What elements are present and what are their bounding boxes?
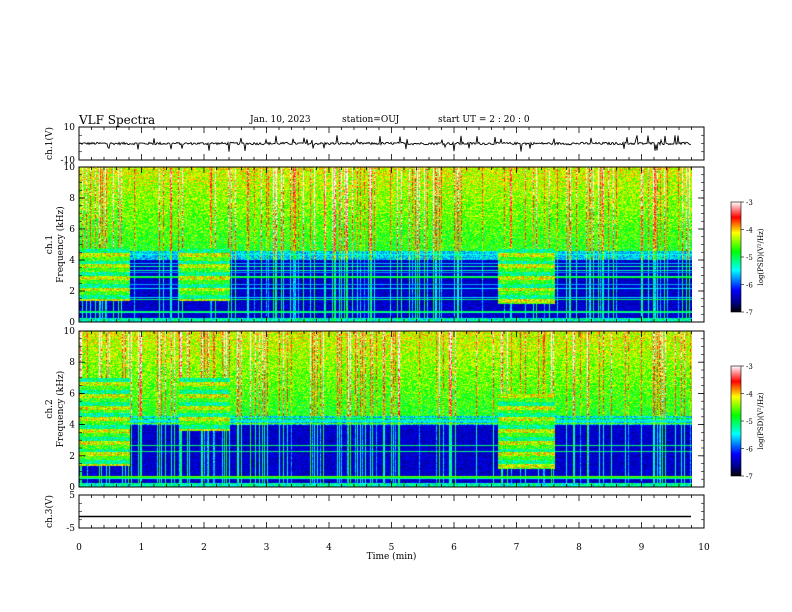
y-tick-label: 6	[69, 225, 75, 235]
x-tick-label: 2	[201, 543, 207, 553]
ch1-waveform-trace	[78, 135, 692, 152]
y-axis-label: ch.1(V)	[44, 127, 55, 160]
y-tick-label: 4	[69, 256, 75, 266]
y-axis-label: ch.3(V)	[44, 495, 55, 528]
colorbar-tick-label: -6	[746, 282, 753, 290]
y-tick-label: 5	[69, 491, 75, 501]
y-axis-label: ch.2	[45, 399, 55, 418]
start-time-label: start UT = 2 : 20 : 0	[438, 115, 530, 125]
y-axis-label: ch.1	[45, 235, 55, 254]
x-tick-label: 4	[326, 543, 332, 553]
x-tick-label: 9	[639, 543, 645, 553]
x-tick-label: 1	[139, 543, 145, 553]
y-tick-label: 4	[69, 421, 75, 431]
y-tick-label: -10	[61, 156, 76, 166]
ch2-colorbar: -3 -4 -5 -6 -7 log(PSD)(V²/Hz)	[730, 363, 765, 481]
x-tick-label: 0	[76, 543, 82, 553]
y-tick-label: 2	[69, 452, 75, 462]
y-tick-label: 8	[69, 194, 75, 204]
y-tick-label: -5	[66, 524, 75, 534]
colorbar-tick-label: -3	[746, 363, 753, 371]
ch1-waveform-panel: ch.1(V) 10 -10	[44, 123, 705, 166]
ch3-waveform-panel: ch.3(V) 5 -5	[44, 491, 705, 534]
y-tick-label: 10	[64, 123, 76, 133]
station-label: station=OUJ	[342, 115, 400, 125]
colorbar-tick-label: -5	[746, 418, 753, 426]
colorbar-tick-label: -4	[746, 227, 753, 235]
y-tick-label: 0	[69, 318, 75, 328]
y-tick-label: 6	[69, 389, 75, 399]
x-tick-label: 10	[698, 543, 710, 553]
x-tick-label: 8	[576, 543, 582, 553]
x-tick-label: 3	[264, 543, 270, 553]
colorbar-tick-label: -4	[746, 391, 753, 399]
x-tick-label: 7	[514, 543, 520, 553]
y-tick-label: 2	[69, 287, 75, 297]
y-axis-label: Frequency (kHz)	[55, 206, 66, 283]
ch2-spectrogram-image	[79, 331, 692, 487]
colorbar-label: log(PSD)(V²/Hz)	[757, 228, 765, 285]
colorbar-tick-label: -7	[746, 473, 753, 481]
time-axis: 0 1 2 3 4 5 6 7 8 9 10 Time (min)	[76, 543, 710, 562]
y-tick-label: 0	[69, 483, 75, 493]
colorbar-gradient	[730, 201, 742, 313]
ch1-spectrogram-panel: ch.1 Frequency (kHz) 0 2 4 6 8 10	[45, 163, 705, 328]
colorbar-tick-label: -6	[746, 446, 753, 454]
ch1-spectrogram-image	[79, 167, 692, 322]
colorbar-tick-label: -5	[746, 254, 753, 262]
x-tick-label: 5	[389, 543, 395, 553]
y-tick-label: 10	[64, 327, 76, 337]
colorbar-gradient	[730, 365, 742, 477]
y-tick-label: 10	[64, 163, 76, 173]
chart-title: VLF Spectra	[79, 113, 156, 127]
ch1-colorbar: -3 -4 -5 -6 -7 log(PSD)(V²/Hz)	[730, 199, 765, 317]
x-axis-label: Time (min)	[367, 551, 417, 562]
y-axis-label: Frequency (kHz)	[55, 371, 66, 448]
date-label: Jan. 10, 2023	[250, 115, 311, 125]
colorbar-tick-label: -7	[746, 309, 753, 317]
colorbar-tick-label: -3	[746, 199, 753, 207]
ch2-spectrogram-panel: ch.2 Frequency (kHz) 0 2 4 6 8 10	[45, 327, 705, 493]
y-tick-label: 8	[69, 358, 75, 368]
colorbar-label: log(PSD)(V²/Hz)	[757, 392, 765, 449]
x-tick-label: 6	[451, 543, 457, 553]
